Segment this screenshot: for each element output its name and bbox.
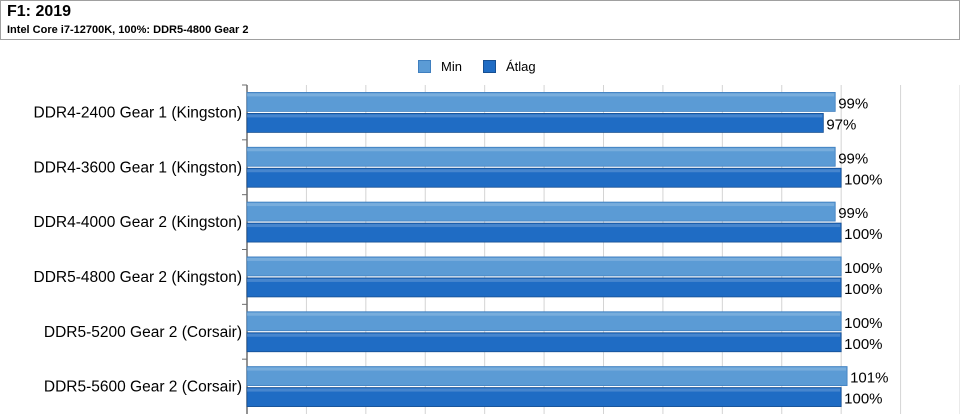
category-label: DDR4-4000 Gear 2 (Kingston) <box>34 214 243 231</box>
category-label: DDR5-5600 Gear 2 (Corsair) <box>44 379 242 396</box>
chart-legend: Min Átlag <box>0 56 960 76</box>
legend-swatch-min <box>418 59 431 73</box>
bar-min <box>246 92 836 112</box>
data-label: 100% <box>844 391 882 408</box>
legend-label-avg: Átlag <box>506 58 536 74</box>
data-label: 100% <box>844 171 882 188</box>
category-label: DDR5-4800 Gear 2 (Kingston) <box>34 269 243 286</box>
bar-highlight <box>247 367 847 371</box>
data-label: 97% <box>826 116 856 133</box>
bar-highlight <box>247 114 823 118</box>
bar-min <box>246 311 842 332</box>
chart-header: F1: 2019 Intel Core i7-12700K, 100%: DDR… <box>0 0 960 40</box>
bar-min <box>246 256 842 277</box>
bar-highlight <box>247 388 841 392</box>
legend-item-avg: Átlag <box>483 56 536 76</box>
data-label: 100% <box>844 226 882 243</box>
bar-highlight <box>247 93 835 97</box>
bar-highlight <box>247 148 835 152</box>
bar-min <box>246 146 836 167</box>
bar-highlight <box>247 224 841 228</box>
bar-highlight <box>247 203 835 207</box>
category-label: DDR5-5200 Gear 2 (Corsair) <box>44 324 242 341</box>
legend-swatch-avg <box>483 59 496 73</box>
bar-highlight <box>247 169 841 173</box>
data-label: 100% <box>844 336 882 353</box>
bar-avg <box>246 277 842 298</box>
data-label: 99% <box>838 205 868 222</box>
bar-avg <box>246 332 842 353</box>
data-label: 100% <box>844 315 882 332</box>
data-label: 100% <box>844 260 882 277</box>
bar-min <box>246 201 836 222</box>
legend-item-min: Min <box>418 56 462 76</box>
bar-avg <box>246 167 842 188</box>
category-label: DDR4-2400 Gear 1 (Kingston) <box>34 104 243 121</box>
data-label: 99% <box>838 95 868 112</box>
bar-min <box>246 366 848 386</box>
bar-avg <box>246 222 842 243</box>
data-label: 99% <box>838 150 868 167</box>
legend-label-min: Min <box>441 58 462 74</box>
category-label: DDR4-3600 Gear 1 (Kingston) <box>34 159 243 176</box>
data-label: 100% <box>844 281 882 298</box>
bar-highlight <box>247 278 841 282</box>
bar-highlight <box>247 333 841 337</box>
bar-avg <box>246 113 824 133</box>
bar-highlight <box>247 257 841 261</box>
bar-highlight <box>247 312 841 316</box>
chart-title: F1: 2019 <box>7 3 72 20</box>
bar-avg <box>246 387 842 407</box>
data-label: 101% <box>850 370 888 387</box>
chart-subtitle: Intel Core i7-12700K, 100%: DDR5-4800 Ge… <box>7 24 249 36</box>
